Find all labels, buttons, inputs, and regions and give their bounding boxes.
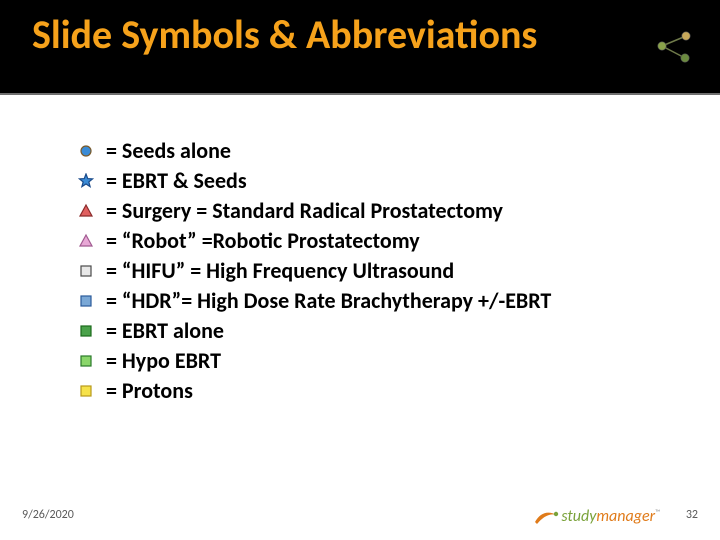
legend-row: = Protons xyxy=(76,376,551,406)
legend-label: = “HDR”= High Dose Rate Brachytherapy +/… xyxy=(106,290,551,312)
legend-label: = Surgery = Standard Radical Prostatecto… xyxy=(106,200,503,222)
legend-row: = “Robot” =Robotic Prostatectomy xyxy=(76,226,551,256)
legend-label: = Protons xyxy=(106,380,193,402)
square-icon xyxy=(76,261,96,281)
footer-logo: studymanager™ xyxy=(533,507,660,526)
legend-row: = Seeds alone xyxy=(76,136,551,166)
square-icon xyxy=(76,381,96,401)
footer-page-number: 32 xyxy=(686,508,698,522)
network-icon xyxy=(656,30,692,66)
triangle-icon xyxy=(76,201,96,221)
legend-label: = Seeds alone xyxy=(106,140,231,162)
legend: = Seeds alone = EBRT & Seeds = Surgery = S… xyxy=(76,136,551,406)
legend-label: = “HIFU” = High Frequency Ultrasound xyxy=(106,260,454,282)
circle-icon xyxy=(76,141,96,161)
logo-swoosh-icon xyxy=(533,508,559,526)
legend-label: = Hypo EBRT xyxy=(106,350,221,372)
square-icon xyxy=(76,351,96,371)
legend-label: = “Robot” =Robotic Prostatectomy xyxy=(106,230,420,252)
legend-row: = EBRT & Seeds xyxy=(76,166,551,196)
legend-row: = EBRT alone xyxy=(76,316,551,346)
legend-label: = EBRT alone xyxy=(106,320,224,342)
legend-row: = Surgery = Standard Radical Prostatecto… xyxy=(76,196,551,226)
logo-tm: ™ xyxy=(655,508,660,517)
slide-title: Slide Symbols & Abbreviations xyxy=(32,14,537,56)
slide: Slide Symbols & Abbreviations = Seeds al… xyxy=(0,0,720,540)
legend-row: = “HIFU” = High Frequency Ultrasound xyxy=(76,256,551,286)
star-icon xyxy=(76,171,96,191)
square-icon xyxy=(76,291,96,311)
triangle-icon xyxy=(76,231,96,251)
title-divider xyxy=(0,93,720,95)
square-icon xyxy=(76,321,96,341)
legend-row: = Hypo EBRT xyxy=(76,346,551,376)
legend-row: = “HDR”= High Dose Rate Brachytherapy +/… xyxy=(76,286,551,316)
logo-word-2: manager xyxy=(596,507,655,526)
footer-date: 9/26/2020 xyxy=(22,508,74,522)
legend-label: = EBRT & Seeds xyxy=(106,170,247,192)
logo-word-1: study xyxy=(561,507,596,526)
